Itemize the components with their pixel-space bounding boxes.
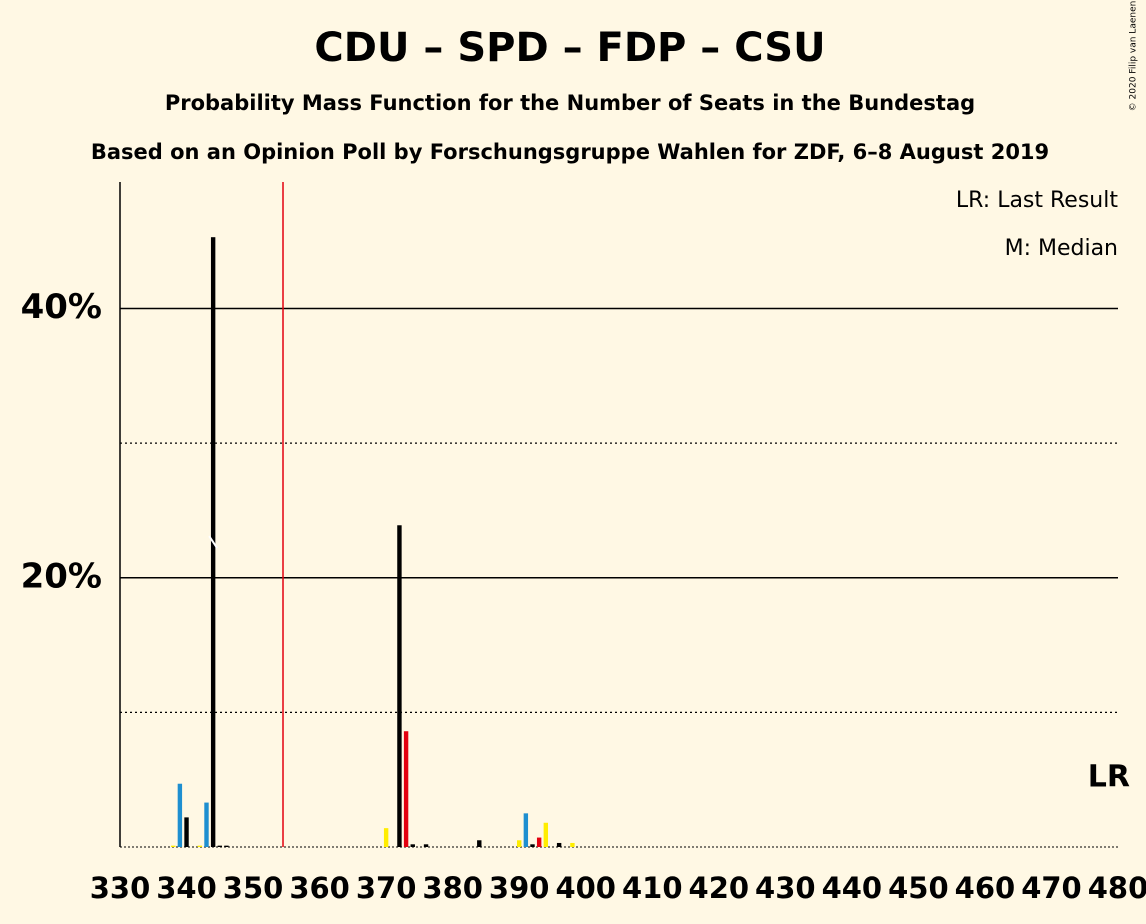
x-tick-label: 380 — [422, 871, 483, 905]
x-tick-label: 340 — [156, 871, 217, 905]
x-tick-label: 390 — [489, 871, 550, 905]
bar — [177, 783, 183, 847]
chart-title: CDU – SPD – FDP – CSU — [314, 25, 825, 71]
y-tick-label: 20% — [21, 556, 102, 596]
legend-entry: LR: Last Result — [956, 188, 1118, 213]
bar — [523, 813, 529, 847]
legend-entry: M: Median — [1005, 236, 1118, 261]
bar — [224, 845, 229, 847]
x-tick-label: 460 — [955, 871, 1016, 905]
x-tick-label: 370 — [356, 871, 417, 905]
bar — [197, 845, 203, 847]
bar — [517, 840, 522, 847]
x-tick-label: 480 — [1088, 871, 1146, 905]
bar — [403, 731, 409, 847]
bar — [536, 837, 542, 847]
bar — [423, 844, 429, 847]
last-result-label: LR — [1088, 760, 1130, 795]
x-tick-label: 400 — [555, 871, 616, 905]
bar — [217, 845, 222, 847]
chart-source: Based on an Opinion Poll by Forschungsgr… — [91, 140, 1049, 164]
bar — [530, 844, 535, 847]
x-tick-label: 410 — [622, 871, 683, 905]
median-marker — [208, 535, 218, 549]
bar — [171, 845, 176, 847]
y-tick-label: 40% — [21, 287, 102, 327]
x-tick-label: 470 — [1021, 871, 1082, 905]
chart-subtitle: Probability Mass Function for the Number… — [165, 91, 975, 115]
x-tick-label: 440 — [822, 871, 883, 905]
x-tick-label: 330 — [90, 871, 151, 905]
bar — [477, 840, 482, 847]
x-tick-label: 450 — [888, 871, 949, 905]
bar — [543, 822, 549, 847]
x-tick-label: 420 — [689, 871, 750, 905]
bar — [570, 842, 575, 847]
bar — [556, 842, 562, 847]
x-tick-label: 350 — [223, 871, 284, 905]
bar — [397, 525, 402, 847]
bar — [184, 817, 189, 847]
bar — [204, 802, 209, 847]
x-tick-label: 430 — [755, 871, 816, 905]
bar — [410, 844, 415, 847]
bar — [383, 828, 389, 847]
x-tick-label: 360 — [289, 871, 350, 905]
copyright: © 2020 Filip van Laenen — [1129, 1, 1139, 112]
